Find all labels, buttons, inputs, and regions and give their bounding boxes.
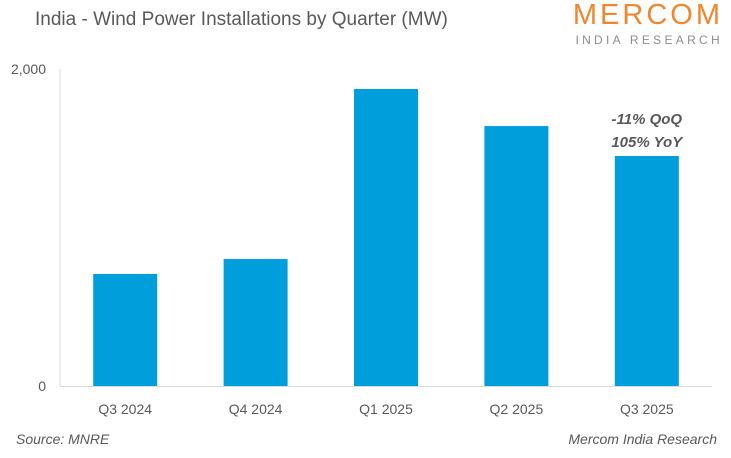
source-note: Source: MNRE <box>16 431 110 447</box>
bar-q1-2025 <box>354 88 418 386</box>
x-tick-label: Q2 2025 <box>490 401 544 417</box>
bar-q3-2024 <box>93 273 158 386</box>
logo-sub-text: INDIA RESEARCH <box>575 33 723 47</box>
chart-title: India - Wind Power Installations by Quar… <box>35 9 448 30</box>
annotation-label: -11% QoQ <box>612 111 683 128</box>
bar-q3-2025 <box>614 156 679 386</box>
y-tick-label: 2,000 <box>11 61 46 77</box>
y-tick-label: 0 <box>38 378 46 394</box>
bar-q4-2024 <box>223 259 288 386</box>
logo-main-text: MERCOM <box>572 0 723 31</box>
bar-q2-2025 <box>484 126 549 386</box>
credit-note: Mercom India Research <box>568 431 717 447</box>
mercom-logo: MERCOM INDIA RESEARCH <box>573 0 723 47</box>
x-tick-label: Q3 2024 <box>98 401 152 417</box>
x-tick-label: Q1 2025 <box>359 401 413 417</box>
annotation-label: 105% YoY <box>611 134 684 151</box>
x-tick-label: Q3 2025 <box>620 401 674 417</box>
x-tick-label: Q4 2024 <box>229 401 283 417</box>
